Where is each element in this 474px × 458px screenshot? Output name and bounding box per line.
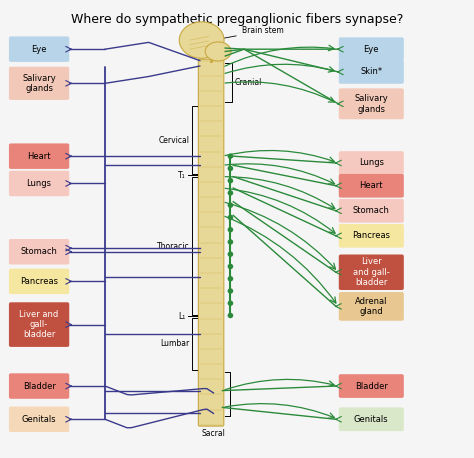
- FancyBboxPatch shape: [339, 60, 404, 84]
- Circle shape: [228, 276, 233, 282]
- FancyBboxPatch shape: [339, 38, 404, 61]
- Text: L₁: L₁: [178, 312, 186, 321]
- Text: Eye: Eye: [364, 45, 379, 54]
- Circle shape: [228, 215, 233, 220]
- FancyBboxPatch shape: [9, 67, 69, 100]
- Circle shape: [228, 190, 233, 196]
- FancyBboxPatch shape: [339, 174, 404, 197]
- Text: Cranial: Cranial: [234, 78, 262, 87]
- Text: Pancreas: Pancreas: [352, 231, 390, 240]
- Text: Sacral: Sacral: [201, 429, 225, 438]
- FancyBboxPatch shape: [339, 408, 404, 431]
- Ellipse shape: [205, 42, 231, 61]
- Circle shape: [228, 288, 233, 294]
- Text: Heart: Heart: [27, 152, 51, 161]
- Text: Brain stem: Brain stem: [216, 27, 283, 39]
- Text: Genitals: Genitals: [354, 415, 389, 424]
- FancyBboxPatch shape: [339, 88, 404, 119]
- FancyBboxPatch shape: [339, 199, 404, 223]
- Text: Lungs: Lungs: [359, 158, 384, 168]
- FancyBboxPatch shape: [339, 151, 404, 175]
- Ellipse shape: [179, 22, 224, 58]
- Text: Skin*: Skin*: [360, 67, 383, 76]
- FancyBboxPatch shape: [9, 302, 69, 347]
- Circle shape: [228, 300, 233, 306]
- FancyBboxPatch shape: [9, 143, 69, 169]
- Text: Stomach: Stomach: [353, 206, 390, 215]
- Text: Adrenal
gland: Adrenal gland: [355, 297, 388, 316]
- FancyBboxPatch shape: [9, 37, 69, 62]
- Circle shape: [228, 153, 233, 159]
- Text: Salivary
glands: Salivary glands: [355, 94, 388, 114]
- Text: Lungs: Lungs: [27, 179, 52, 188]
- FancyBboxPatch shape: [9, 268, 69, 294]
- Text: Salivary
glands: Salivary glands: [22, 74, 56, 93]
- Text: Heart: Heart: [360, 181, 383, 190]
- Text: Bladder: Bladder: [23, 382, 55, 391]
- Circle shape: [228, 227, 233, 232]
- FancyBboxPatch shape: [9, 171, 69, 196]
- Circle shape: [228, 264, 233, 269]
- Circle shape: [228, 166, 233, 171]
- Circle shape: [228, 178, 233, 183]
- FancyBboxPatch shape: [339, 255, 404, 290]
- Text: Genitals: Genitals: [22, 415, 56, 424]
- Text: Cervical: Cervical: [159, 136, 190, 145]
- Circle shape: [228, 239, 233, 245]
- Circle shape: [228, 313, 233, 318]
- Text: Liver
and gall-
bladder: Liver and gall- bladder: [353, 257, 390, 287]
- Circle shape: [228, 251, 233, 257]
- FancyBboxPatch shape: [9, 373, 69, 399]
- Text: Pancreas: Pancreas: [20, 277, 58, 286]
- Text: T₁: T₁: [178, 171, 186, 180]
- Text: Stomach: Stomach: [21, 247, 57, 256]
- Text: Where do sympathetic preganglionic fibers synapse?: Where do sympathetic preganglionic fiber…: [71, 13, 403, 26]
- FancyBboxPatch shape: [9, 407, 69, 432]
- Text: Thoracic: Thoracic: [157, 241, 190, 251]
- Circle shape: [228, 202, 233, 208]
- Text: Eye: Eye: [31, 45, 47, 54]
- FancyBboxPatch shape: [198, 59, 224, 426]
- Text: Liver and
gall-
bladder: Liver and gall- bladder: [19, 310, 59, 339]
- Text: Lumbar: Lumbar: [161, 339, 190, 349]
- FancyBboxPatch shape: [339, 292, 404, 321]
- FancyBboxPatch shape: [339, 374, 404, 398]
- Text: Bladder: Bladder: [355, 382, 388, 391]
- FancyBboxPatch shape: [339, 224, 404, 248]
- FancyBboxPatch shape: [9, 239, 69, 265]
